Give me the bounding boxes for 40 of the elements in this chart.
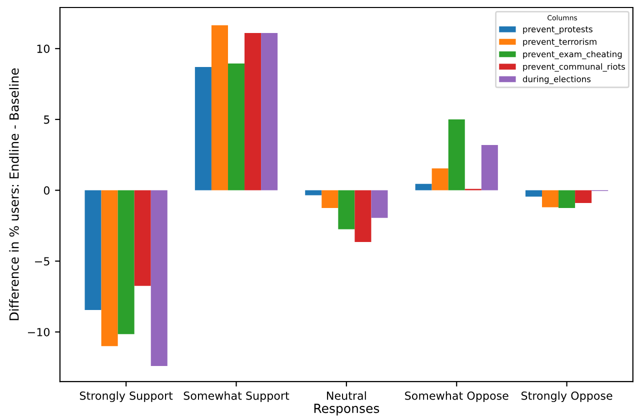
bar (101, 190, 118, 346)
bar (194, 67, 212, 190)
bar (558, 190, 576, 208)
bar (118, 190, 134, 334)
x-tick-label: Strongly Support (80, 391, 173, 402)
bar (448, 119, 465, 190)
bar (261, 33, 278, 190)
bar (542, 190, 559, 208)
bar (305, 190, 322, 196)
bar (371, 190, 388, 218)
legend-label: during_elections (522, 76, 591, 84)
legend-label: prevent_exam_cheating (523, 50, 622, 60)
y-axis-title: Difference in % users: Endline - Baseline (9, 68, 19, 320)
bar (244, 33, 262, 190)
y-tick-label: −10 (28, 328, 50, 336)
legend-label: prevent_protests (523, 26, 592, 34)
bar (84, 190, 102, 310)
bar (228, 63, 245, 190)
bar (150, 190, 168, 366)
bar (481, 144, 498, 190)
bar (575, 190, 592, 204)
bar (134, 190, 151, 286)
x-axis-title: Responses (314, 404, 380, 416)
x-tick-label: Strongly Oppose (521, 391, 612, 402)
bar (432, 168, 448, 190)
y-tick-label: 0 (44, 186, 50, 195)
legend-label: prevent_communal_riots (523, 63, 625, 72)
bar (525, 190, 542, 197)
y-tick-label: 5 (44, 116, 50, 124)
y-tick-label: −5 (35, 257, 50, 266)
legend-label: prevent_terrorism (523, 38, 596, 47)
bar (354, 190, 372, 242)
x-tick-label: Somewhat Oppose (405, 391, 508, 402)
x-tick-label: Neutral (327, 391, 366, 400)
x-tick-label: Somewhat Support (184, 391, 290, 402)
bar (415, 184, 432, 190)
y-tick-label: 10 (37, 44, 50, 53)
bar (211, 25, 228, 190)
bar (322, 190, 338, 208)
bar (338, 190, 355, 230)
